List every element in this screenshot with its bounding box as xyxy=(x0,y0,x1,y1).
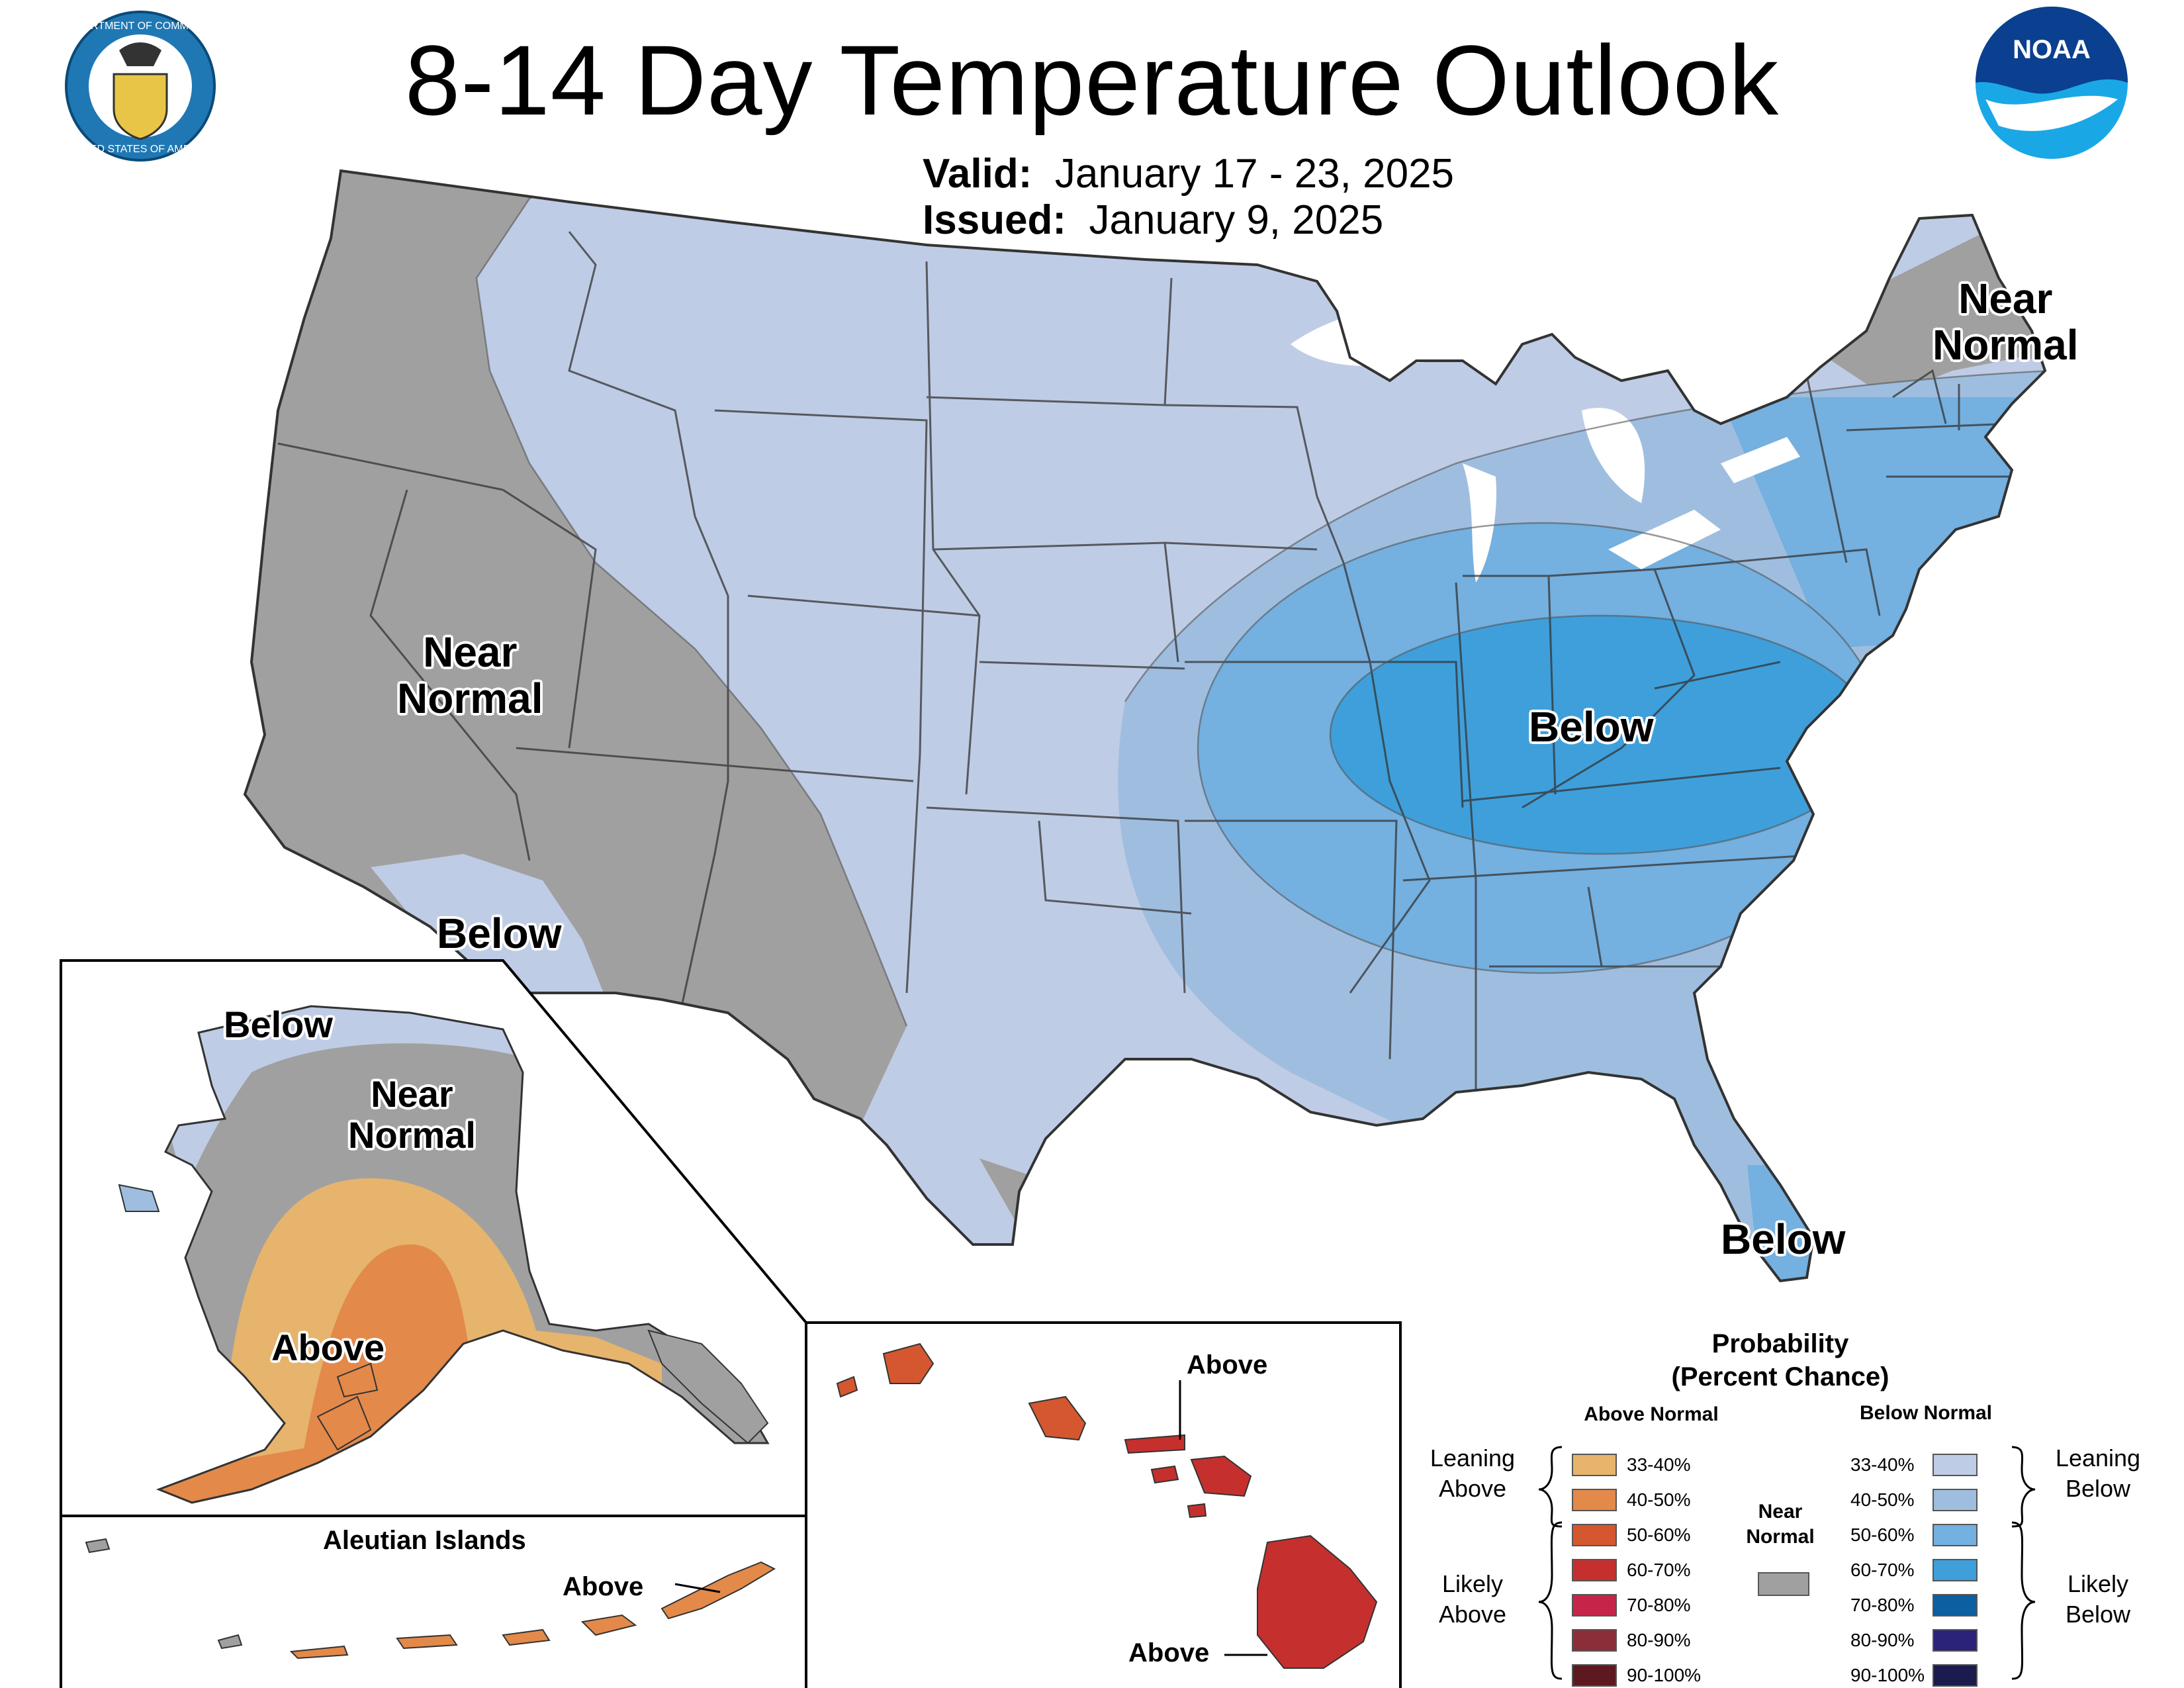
aleutian-title: Aleutian Islands xyxy=(323,1526,526,1555)
label-near-normal-west: Near Normal xyxy=(397,628,543,723)
label-aleutian-above: Above xyxy=(563,1572,644,1601)
label-alaska-near-normal: Near Normal xyxy=(348,1073,476,1156)
legend-below-swatch xyxy=(1933,1594,1978,1617)
legend-leaning-below: Leaning Below xyxy=(2055,1444,2141,1502)
label-hawaii-above-north: Above xyxy=(1187,1350,1268,1380)
legend-above-range: 90-100% xyxy=(1627,1665,1702,1685)
legend-above-range: 50-60% xyxy=(1627,1524,1691,1545)
svg-text:NOAA: NOAA xyxy=(2013,35,2091,64)
valid-dates: Valid: January 17 - 23, 2025 xyxy=(923,151,1454,197)
issued-value: January 9, 2025 xyxy=(1089,197,1384,243)
legend-below-range: 60-70% xyxy=(1850,1560,1915,1580)
legend-below-swatch xyxy=(1933,1629,1978,1652)
department-of-commerce-seal: DEPARTMENT OF COMMERCE UNITED STATES OF … xyxy=(63,11,218,162)
legend-likely-above: Likely Above xyxy=(1438,1570,1507,1628)
page-title: 8-14 Day Temperature Outlook xyxy=(404,24,1780,136)
legend-below-swatch xyxy=(1933,1489,1978,1511)
aleutian-islands-map xyxy=(85,1538,776,1660)
valid-value: January 17 - 23, 2025 xyxy=(1054,151,1455,197)
svg-text:DEPARTMENT OF COMMERCE: DEPARTMENT OF COMMERCE xyxy=(63,21,218,32)
label-hawaii-above-south: Above xyxy=(1128,1638,1210,1667)
legend-below-header: Below Normal xyxy=(1859,1402,1993,1424)
label-near-normal-maine: Near Normal xyxy=(1933,275,2079,369)
legend-braces xyxy=(1538,1446,2036,1680)
legend-below-range: 70-80% xyxy=(1850,1595,1915,1615)
legend-above-swatch xyxy=(1572,1489,1617,1511)
legend-title: Probability (Percent Chance) xyxy=(1671,1329,1889,1391)
legend-above-swatch xyxy=(1572,1629,1617,1652)
label-below-socal: Below xyxy=(437,910,562,957)
legend-above-range: 70-80% xyxy=(1627,1595,1691,1615)
legend-below-range: 90-100% xyxy=(1850,1665,1925,1685)
legend-below-swatch xyxy=(1933,1524,1978,1546)
label-alaska-below: Below xyxy=(224,1004,333,1045)
legend-above-swatch xyxy=(1572,1524,1617,1546)
svg-text:UNITED STATES OF AMERICA: UNITED STATES OF AMERICA xyxy=(66,144,216,155)
legend-below-range: 40-50% xyxy=(1850,1489,1915,1510)
legend-above-range: 40-50% xyxy=(1627,1489,1691,1510)
legend-above-range: 33-40% xyxy=(1627,1454,1691,1475)
legend-above-range: 60-70% xyxy=(1627,1560,1691,1580)
legend-below-swatch xyxy=(1933,1559,1978,1581)
legend-above-range: 80-90% xyxy=(1627,1630,1691,1650)
label-below-east: Below xyxy=(1529,703,1654,751)
legend-above-swatch xyxy=(1572,1454,1617,1476)
legend-above-swatch xyxy=(1572,1594,1617,1617)
legend-below-range: 50-60% xyxy=(1850,1524,1915,1545)
legend-below-range: 33-40% xyxy=(1850,1454,1915,1475)
legend-near-normal-label: Near Normal xyxy=(1746,1501,1815,1548)
legend-below-swatch xyxy=(1933,1664,1978,1687)
label-below-florida: Below xyxy=(1721,1215,1846,1263)
legend-below-swatch xyxy=(1933,1454,1978,1476)
label-alaska-above: Above xyxy=(271,1327,385,1368)
legend-above-header: Above Normal xyxy=(1584,1403,1719,1425)
noaa-logo: NOAA xyxy=(1976,7,2128,159)
legend-above-swatch xyxy=(1572,1664,1617,1687)
issued-date: Issued: January 9, 2025 xyxy=(923,197,1383,244)
legend-leaning-above: Leaning Above xyxy=(1430,1444,1516,1502)
legend-above-swatch xyxy=(1572,1559,1617,1581)
legend-likely-below: Likely Below xyxy=(2065,1570,2131,1628)
issued-label: Issued: xyxy=(923,197,1067,243)
valid-label: Valid: xyxy=(923,151,1032,197)
legend-below-range: 80-90% xyxy=(1850,1630,1915,1650)
hawaii-map xyxy=(836,1342,1378,1669)
legend-near-normal-swatch xyxy=(1758,1572,1809,1596)
